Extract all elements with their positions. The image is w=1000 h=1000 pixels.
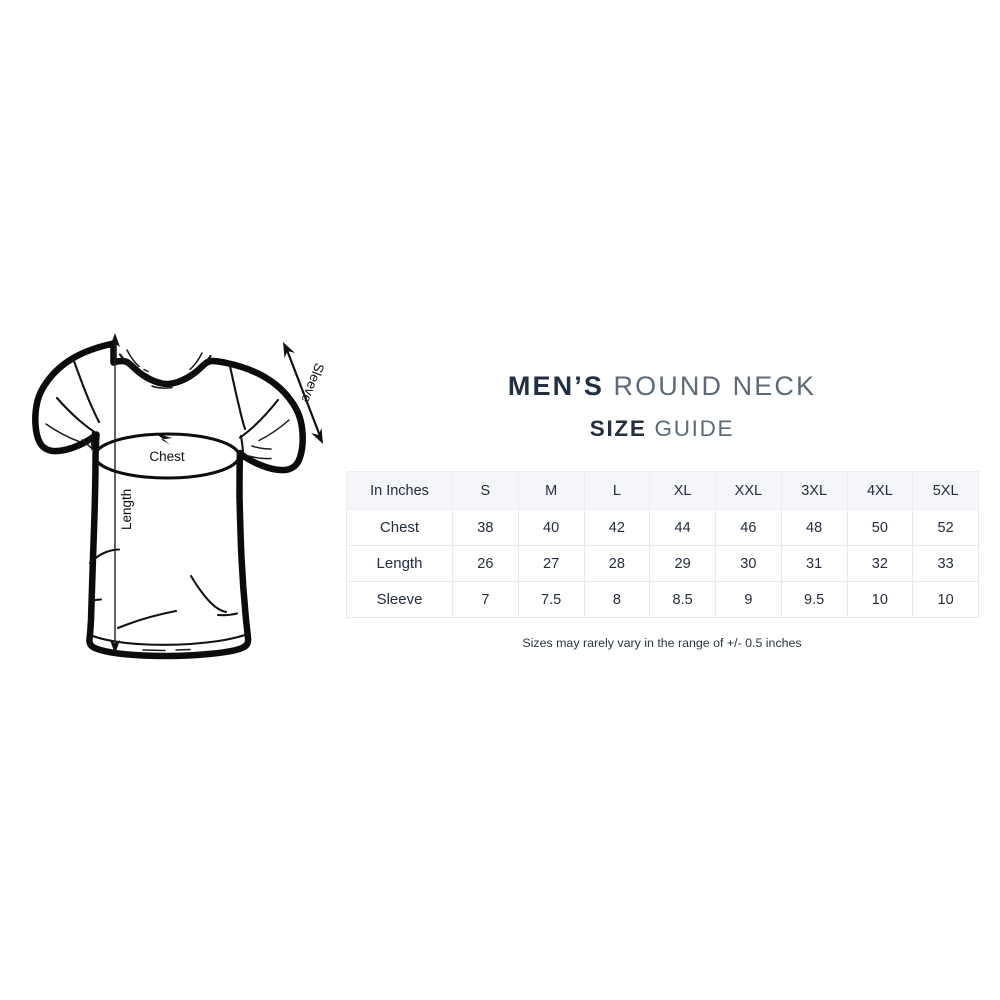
page-title: MEN’S ROUND NECK SIZE GUIDE: [346, 368, 978, 445]
size-chart-table: In Inches S M L XL XXL 3XL 4XL 5XL Chest: [346, 471, 979, 618]
header-size-xxl: XXL: [715, 471, 782, 510]
cell-sleeve-5xl: 10: [912, 581, 979, 618]
table-header-row: In Inches S M L XL XXL 3XL 4XL 5XL: [346, 471, 979, 510]
title-guide: GUIDE: [654, 416, 735, 441]
cell-length-4xl: 32: [846, 545, 914, 582]
body-fold-right-1: [189, 574, 228, 614]
body-fold-left-2: [90, 598, 103, 603]
title-line-secondary: SIZE GUIDE: [346, 413, 978, 445]
cell-length-l: 28: [583, 545, 651, 582]
cell-chest-xxl: 46: [715, 509, 782, 546]
cell-chest-3xl: 48: [780, 509, 848, 546]
cell-chest-s: 38: [452, 509, 519, 546]
shoulder-fold-right-1: [228, 364, 247, 431]
sleeve-hem-right: [239, 434, 245, 455]
sleeve-fold-right-4: [251, 445, 272, 450]
chest-arrowhead: [156, 433, 172, 445]
cell-sleeve-s: 7: [452, 581, 519, 618]
sleeve-label: Sleeve: [298, 361, 327, 405]
shoulder-fold-left-1: [71, 357, 101, 424]
cell-sleeve-xl: 8.5: [649, 581, 716, 618]
title-line-primary: MEN’S ROUND NECK: [346, 368, 978, 404]
hem-dash-1: [142, 649, 166, 652]
tshirt-diagram: Length Chest Sleeve: [30, 328, 360, 673]
cell-chest-5xl: 52: [912, 509, 979, 546]
body-fold-right-2: [216, 612, 239, 617]
header-size-l: L: [583, 471, 651, 510]
title-size: SIZE: [589, 416, 647, 441]
header-size-5xl: 5XL: [912, 471, 979, 510]
shoulder-fold-right-3: [258, 419, 290, 442]
sleeve-arrowhead-bottom: [311, 428, 323, 444]
sleeve-arrowhead-top: [283, 342, 295, 358]
length-arrowhead-bottom: [110, 640, 120, 654]
shoulder-fold-right-2: [238, 398, 280, 439]
cell-chest-l: 42: [583, 509, 651, 546]
size-table-head: In Inches S M L XL XXL 3XL 4XL 5XL: [346, 471, 979, 510]
row-label-sleeve: Sleeve: [346, 581, 453, 618]
length-label: Length: [119, 489, 134, 530]
shoulder-fold-left-2: [55, 396, 98, 435]
neckline-detail: [118, 353, 212, 385]
size-variance-note: Sizes may rarely vary in the range of +/…: [522, 636, 802, 650]
size-table-body: Chest 38 40 42 44 46 48 50 52 Length 26 …: [346, 509, 979, 618]
sleeve-hem-left: [91, 430, 95, 451]
tshirt-outline-path: [32, 340, 306, 660]
cell-length-m: 27: [517, 545, 585, 582]
header-size-xl: XL: [649, 471, 716, 510]
table-row: Length 26 27 28 29 30 31 32 33: [346, 545, 979, 582]
cell-length-xl: 29: [649, 545, 716, 582]
cell-sleeve-3xl: 9.5: [780, 581, 848, 618]
cell-length-xxl: 30: [715, 545, 782, 582]
length-arrowhead-top: [110, 333, 120, 347]
table-row: Chest 38 40 42 44 46 48 50 52: [346, 509, 979, 546]
header-in-inches: In Inches: [346, 471, 453, 510]
row-label-chest: Chest: [346, 509, 453, 546]
cell-sleeve-l: 8: [583, 581, 651, 618]
size-table-container: In Inches S M L XL XXL 3XL 4XL 5XL Chest: [346, 471, 979, 618]
table-row: Sleeve 7 7.5 8 8.5 9 9.5 10 10: [346, 581, 979, 618]
cell-length-s: 26: [452, 545, 519, 582]
neckline-stitch-left: [126, 349, 140, 368]
shoulder-fold-left-3: [45, 423, 80, 443]
header-size-m: M: [517, 471, 585, 510]
cell-length-5xl: 33: [912, 545, 979, 582]
title-mens: MEN’S: [507, 371, 604, 401]
sleeve-fold-left-4: [81, 439, 95, 452]
chest-label: Chest: [149, 449, 185, 464]
hem-fold-sweep: [116, 609, 178, 630]
neckline-stitch-bottom: [151, 385, 173, 389]
chest-measure-ellipse: [93, 432, 241, 480]
row-label-length: Length: [346, 545, 453, 582]
neckline-dot-left: [143, 368, 149, 373]
title-round-neck: ROUND NECK: [613, 371, 817, 401]
cell-sleeve-m: 7.5: [517, 581, 585, 618]
sleeve-fold-right-5: [248, 455, 272, 460]
cell-chest-m: 40: [517, 509, 585, 546]
neckline-dot-right: [156, 378, 162, 382]
size-guide-panel: MEN’S ROUND NECK SIZE GUIDE In Inches S …: [346, 368, 979, 650]
neckline-stitch-right: [189, 352, 203, 371]
sleeve-measure-line: [285, 349, 322, 437]
header-size-s: S: [452, 471, 519, 510]
header-size-3xl: 3XL: [780, 471, 848, 510]
cell-chest-4xl: 50: [846, 509, 914, 546]
cell-length-3xl: 31: [780, 545, 848, 582]
header-size-4xl: 4XL: [846, 471, 914, 510]
cell-chest-xl: 44: [649, 509, 716, 546]
hem-dash-2: [175, 648, 191, 651]
cell-sleeve-4xl: 10: [846, 581, 914, 618]
cell-sleeve-xxl: 9: [715, 581, 782, 618]
